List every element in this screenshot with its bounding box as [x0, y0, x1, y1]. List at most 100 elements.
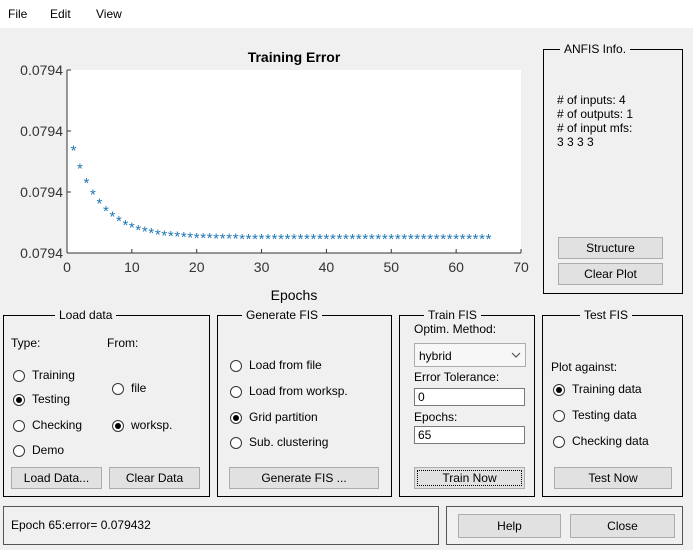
from-label: From:: [107, 336, 139, 350]
data-point: *: [174, 229, 180, 246]
data-point: *: [207, 230, 213, 247]
radio-sub-clustering-label: Sub. clustering: [249, 435, 329, 449]
radio-checking[interactable]: [13, 420, 25, 432]
x-tick-label: 40: [319, 259, 335, 275]
radio-load-from-workspace[interactable]: [230, 386, 242, 398]
data-point: *: [369, 231, 375, 248]
x-tick-label: 70: [513, 259, 529, 275]
anfis-info-panel: ANFIS Info. # of inputs: 4 # of outputs:…: [543, 42, 683, 294]
status-box: Epoch 65:error= 0.079432: [3, 506, 439, 545]
menu-edit[interactable]: Edit: [50, 7, 71, 21]
help-button[interactable]: Help: [458, 514, 561, 538]
anfis-info-title: ANFIS Info.: [560, 42, 631, 56]
bottom-buttons-frame: Help Close: [446, 506, 683, 545]
clear-plot-button[interactable]: Clear Plot: [558, 263, 663, 285]
data-point: *: [278, 231, 284, 248]
radio-grid-partition-label: Grid partition: [249, 410, 318, 424]
data-point: *: [200, 230, 206, 247]
data-point: *: [479, 231, 485, 248]
info-inputs: # of inputs: 4: [557, 93, 626, 107]
radio-testing[interactable]: [13, 394, 25, 406]
plot-against-label: Plot against:: [551, 360, 618, 374]
x-tick-label: 50: [383, 259, 399, 275]
data-point: *: [486, 231, 492, 248]
data-point: *: [259, 231, 265, 248]
radio-training[interactable]: [13, 370, 25, 382]
data-point: *: [414, 231, 420, 248]
data-point: *: [97, 196, 103, 213]
generate-fis-panel: Generate FIS Load from file Load from wo…: [217, 308, 392, 497]
type-label: Type:: [11, 336, 41, 350]
data-point: *: [291, 231, 297, 248]
optim-method-value: hybrid: [419, 349, 452, 363]
chart-title: Training Error: [248, 49, 341, 65]
data-point: *: [349, 231, 355, 248]
data-point: *: [401, 231, 407, 248]
x-tick-label: 0: [63, 259, 71, 275]
data-point: *: [252, 231, 258, 248]
data-point: *: [317, 231, 323, 248]
menu-file[interactable]: File: [8, 7, 28, 21]
radio-file-label: file: [131, 381, 147, 395]
close-button[interactable]: Close: [570, 514, 675, 538]
error-tolerance-label: Error Tolerance:: [414, 370, 500, 384]
menu-bar: File Edit View: [0, 0, 693, 28]
generate-fis-button[interactable]: Generate FIS ...: [229, 467, 379, 489]
y-ticks: 0.0794 0.0794 0.0794 0.0794: [20, 62, 71, 261]
epochs-input[interactable]: [414, 426, 525, 444]
data-point: *: [311, 231, 317, 248]
load-data-button[interactable]: Load Data...: [11, 467, 102, 489]
data-point: *: [181, 229, 187, 246]
load-data-title: Load data: [55, 308, 117, 322]
data-point: *: [408, 231, 414, 248]
data-point: *: [330, 231, 336, 248]
chevron-down-icon: [511, 352, 521, 358]
x-ticks: 0 10 20 30 40 50 60 70: [63, 249, 529, 275]
radio-workspace-label: worksp.: [131, 418, 173, 432]
data-point: *: [343, 231, 349, 248]
menu-view[interactable]: View: [96, 7, 122, 21]
x-tick-label: 60: [448, 259, 464, 275]
data-point: *: [388, 231, 394, 248]
data-point: *: [233, 231, 239, 248]
data-point: *: [187, 229, 193, 246]
radio-file[interactable]: [112, 383, 124, 395]
radio-load-from-file[interactable]: [230, 360, 242, 372]
y-tick-label: 0.0794: [20, 62, 63, 78]
radio-checking-data[interactable]: [553, 436, 565, 448]
train-fis-panel: Train FIS Optim. Method: hybrid Error To…: [399, 308, 535, 497]
info-mf-counts: 3 3 3 3: [557, 135, 594, 149]
radio-load-from-workspace-label: Load from worksp.: [249, 384, 348, 398]
radio-testing-data[interactable]: [553, 410, 565, 422]
info-input-mfs: # of input mfs:: [557, 121, 633, 135]
radio-training-label: Training: [32, 368, 75, 382]
optim-method-select[interactable]: hybrid: [414, 343, 526, 367]
clear-data-button[interactable]: Clear Data: [109, 467, 200, 489]
error-tolerance-input[interactable]: [414, 388, 525, 406]
radio-demo[interactable]: [13, 445, 25, 457]
load-data-panel: Load data Type: From: Training Testing C…: [3, 308, 210, 497]
data-point: *: [220, 230, 226, 247]
data-point: *: [375, 231, 381, 248]
structure-button[interactable]: Structure: [558, 237, 663, 259]
main-panel: Training Error Epochs 0 10 20 30 40 50 60 70 0.…: [0, 28, 693, 550]
train-now-button[interactable]: Train Now: [414, 467, 525, 489]
test-fis-title: Test FIS: [580, 308, 633, 322]
x-tick-label: 10: [124, 259, 140, 275]
test-now-button[interactable]: Test Now: [554, 467, 672, 489]
radio-training-data[interactable]: [553, 384, 565, 396]
data-point: *: [71, 142, 77, 159]
radio-workspace[interactable]: [112, 420, 124, 432]
data-point: *: [362, 231, 368, 248]
data-point: *: [460, 231, 466, 248]
y-tick-label: 0.0794: [20, 245, 63, 261]
status-text: Epoch 65:error= 0.079432: [11, 518, 151, 532]
generate-fis-title: Generate FIS: [242, 308, 323, 322]
x-axis-label: Epochs: [271, 287, 318, 303]
radio-grid-partition[interactable]: [230, 412, 242, 424]
plot-background: [67, 70, 521, 253]
radio-training-data-label: Training data: [572, 382, 642, 396]
radio-sub-clustering[interactable]: [230, 437, 242, 449]
radio-checking-label: Checking: [32, 418, 83, 432]
data-point: *: [77, 161, 83, 178]
